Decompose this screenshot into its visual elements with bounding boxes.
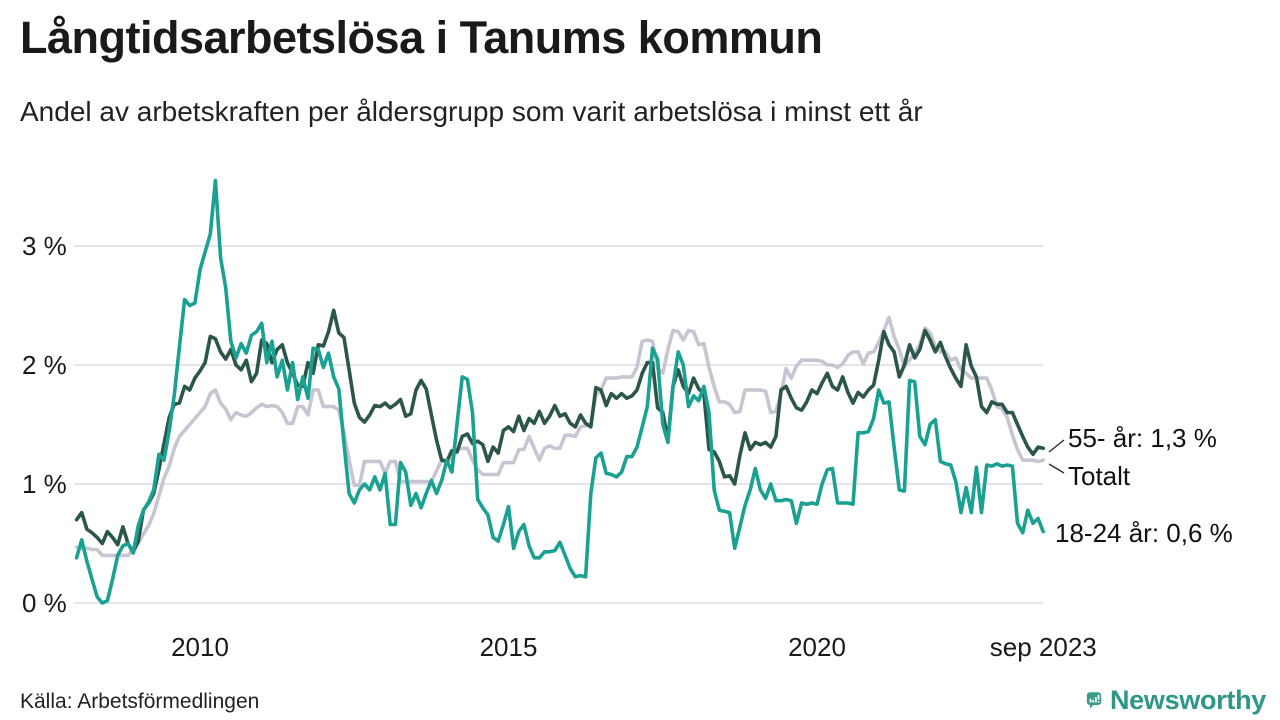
newsworthy-logo-text: Newsworthy [1109, 684, 1266, 715]
series-end-label-55: 55- år: 1,3 % [1068, 423, 1217, 453]
bar-chart-speech-bubble-icon [1086, 692, 1102, 709]
x-axis-tick-label: 2010 [171, 632, 229, 662]
series-line-18-24-r [74, 178, 1045, 605]
y-axis-tick-label: 1 % [22, 469, 67, 499]
series-end-label-totalt: Totalt [1068, 461, 1131, 491]
x-axis-tick-label: 2015 [479, 632, 538, 662]
page-title: Långtidsarbetslösa i Tanums kommun [20, 12, 823, 63]
x-axis-tick-label: 2020 [788, 632, 846, 662]
label-connector-line [1048, 439, 1065, 453]
y-axis-tick-label: 0 % [22, 588, 67, 618]
label-connectors [1048, 439, 1065, 474]
newsworthy-logo[interactable]: Newsworthy [1086, 680, 1266, 720]
series-lines-layer [74, 178, 1045, 605]
x-axis-tick-label: sep 2023 [989, 632, 1097, 662]
page-subtitle: Andel av arbetskraften per åldersgrupp s… [20, 96, 923, 127]
series-end-label-18-24: 18-24 år: 0,6 % [1055, 518, 1233, 548]
series-line-55-r [74, 308, 1045, 554]
source-note: Källa: Arbetsförmedlingen [20, 690, 260, 713]
y-axis-tick-label: 3 % [22, 231, 67, 261]
label-connector-line [1048, 463, 1065, 474]
y-axis-tick-label: 2 % [22, 350, 67, 380]
gridlines-layer [74, 245, 1043, 604]
